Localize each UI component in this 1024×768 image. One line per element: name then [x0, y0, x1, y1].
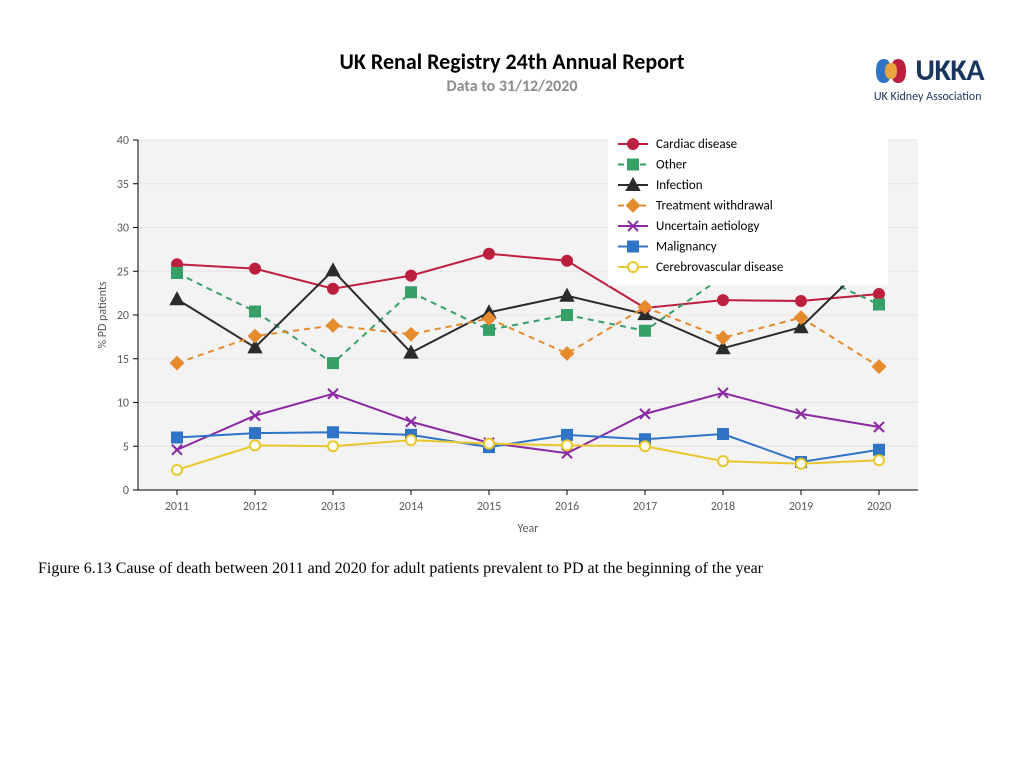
svg-text:2017: 2017 — [633, 500, 657, 514]
svg-text:2011: 2011 — [165, 500, 189, 514]
svg-text:15: 15 — [117, 353, 129, 367]
svg-text:40: 40 — [117, 134, 129, 148]
svg-text:2013: 2013 — [321, 500, 345, 514]
svg-text:Cardiac disease: Cardiac disease — [656, 137, 737, 152]
svg-text:Cerebrovascular disease: Cerebrovascular disease — [656, 260, 783, 275]
svg-text:20: 20 — [117, 309, 129, 323]
logo: UKKA UK Kidney Association — [871, 52, 984, 104]
logo-subtitle: UK Kidney Association — [871, 90, 984, 104]
svg-text:2015: 2015 — [477, 500, 501, 514]
svg-text:2020: 2020 — [867, 500, 891, 514]
figure-caption: Figure 6.13 Cause of death between 2011 … — [38, 560, 763, 578]
svg-text:Infection: Infection — [656, 178, 703, 193]
logo-icon — [871, 55, 911, 87]
svg-text:30: 30 — [117, 222, 129, 236]
chart: 0 5 10 15 20 25 30 35 40 2011 2012 2013 2014 2015 2016… — [98, 128, 928, 538]
svg-text:0: 0 — [123, 484, 129, 498]
svg-text:Malignancy: Malignancy — [656, 240, 717, 255]
svg-text:Other: Other — [656, 158, 687, 173]
svg-text:2018: 2018 — [711, 500, 735, 514]
svg-text:Uncertain aetiology: Uncertain aetiology — [656, 219, 760, 234]
page-title: UK Renal Registry 24th Annual Report — [0, 48, 1024, 75]
svg-text:25: 25 — [117, 265, 129, 279]
logo-text: UKKA — [915, 52, 984, 89]
svg-text:2019: 2019 — [789, 500, 813, 514]
svg-text:5: 5 — [123, 440, 129, 454]
svg-text:Treatment withdrawal: Treatment withdrawal — [656, 199, 773, 214]
svg-text:% PD patients: % PD patients — [98, 281, 110, 348]
page-subtitle: Data to 31/12/2020 — [0, 77, 1024, 96]
svg-text:2012: 2012 — [243, 500, 267, 514]
svg-text:2016: 2016 — [555, 500, 579, 514]
svg-text:35: 35 — [117, 178, 129, 192]
svg-text:2014: 2014 — [399, 500, 423, 514]
svg-text:10: 10 — [117, 397, 129, 411]
svg-text:Year: Year — [518, 522, 539, 536]
